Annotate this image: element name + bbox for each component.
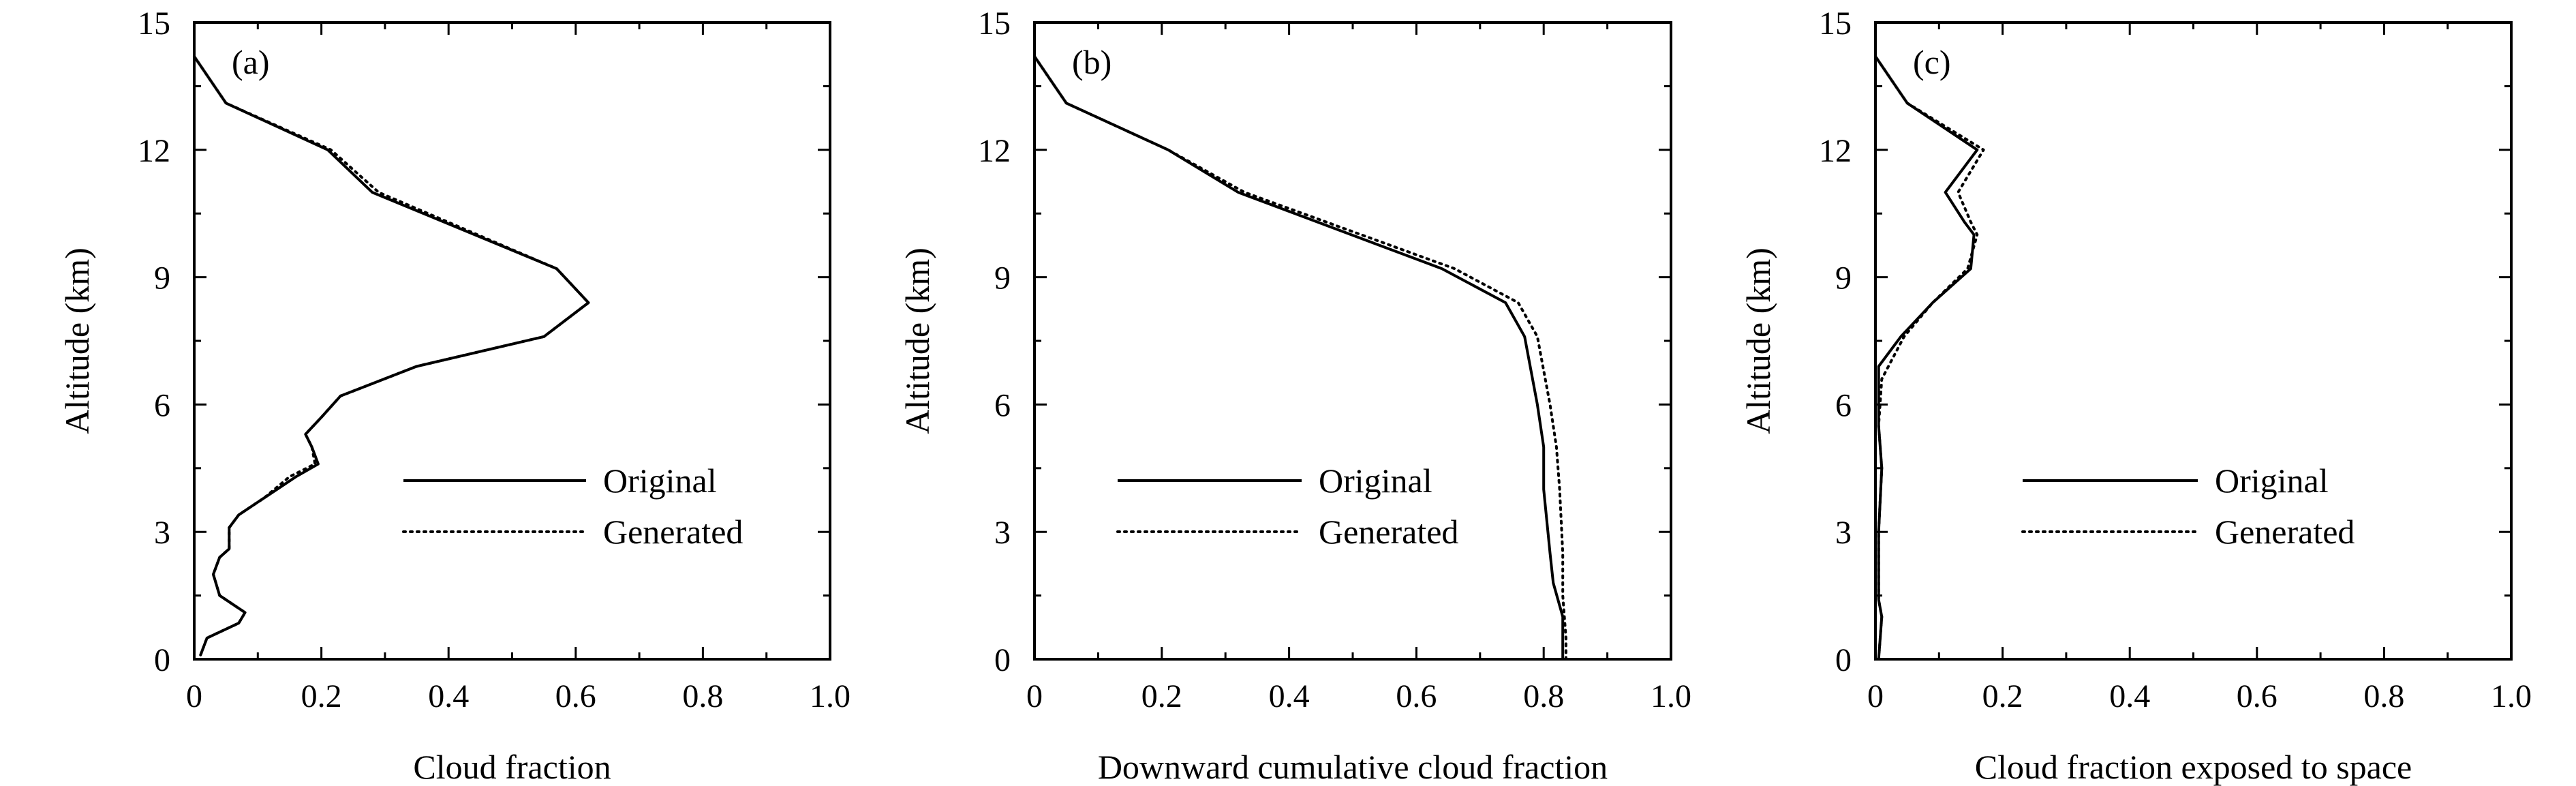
- legend-label-generated: Generated: [1319, 513, 1458, 551]
- y-tick-label: 3: [154, 515, 170, 551]
- y-tick-label: 9: [154, 260, 170, 297]
- panel-label: (b): [1072, 43, 1111, 81]
- x-tick-label: 0.6: [555, 678, 596, 714]
- legend: Original Generated: [402, 462, 743, 551]
- panel-a: 0 0.2 0.4 0.6 0.8 1.0 0 3 6 9 12 15 Cloud fraction Al…: [58, 5, 850, 786]
- series-line-original: [1033, 55, 1565, 659]
- y-tick-label: 9: [1835, 260, 1852, 297]
- x-tick-label: 1.0: [2491, 678, 2532, 714]
- x-tick-label: 0.2: [301, 678, 342, 714]
- x-axis-title: Downward cumulative cloud fraction: [1098, 748, 1608, 786]
- panel-b: 0 0.2 0.4 0.6 0.8 1.0 0 3 6 9 12 15 Downward cumulat…: [898, 5, 1691, 786]
- y-tick-label: 15: [978, 5, 1011, 42]
- series-line-original: [1874, 55, 1979, 660]
- y-axis-title: Altitude (km): [898, 247, 936, 434]
- x-axis-title: Cloud fraction: [413, 748, 611, 786]
- x-tick-label: 0.8: [1523, 678, 1564, 714]
- y-tick-label: 0: [154, 642, 170, 678]
- y-tick-label: 15: [138, 5, 170, 42]
- series-line-generated: [1033, 55, 1567, 661]
- panel-label: (a): [232, 43, 270, 81]
- y-tick-label: 6: [154, 387, 170, 423]
- y-axis-title: Altitude (km): [1739, 247, 1777, 434]
- x-tick-label: 0.2: [1982, 678, 2023, 714]
- x-tick-label: 0.8: [682, 678, 723, 714]
- legend-label-original: Original: [2215, 462, 2329, 500]
- y-tick-label: 0: [1835, 642, 1852, 678]
- plot-frame: [193, 21, 831, 661]
- series-line-generated: [1874, 55, 1985, 661]
- panel-label: (c): [1913, 43, 1951, 81]
- series-line-generated: [193, 55, 590, 656]
- legend: Original Generated: [1116, 462, 1458, 551]
- legend-label-generated: Generated: [2215, 513, 2355, 551]
- y-tick-label: 3: [994, 515, 1011, 551]
- x-tick-label: 0.4: [1269, 678, 1310, 714]
- legend-label-original: Original: [1319, 462, 1432, 500]
- x-tick-label: 0.6: [1396, 678, 1437, 714]
- x-tick-label: 0: [186, 678, 202, 714]
- x-tick-label: 1.0: [1651, 678, 1691, 714]
- y-tick-label: 12: [1819, 133, 1852, 169]
- y-tick-label: 15: [1819, 5, 1852, 42]
- x-tick-label: 0.2: [1141, 678, 1182, 714]
- legend-label-original: Original: [603, 462, 717, 500]
- x-tick-label: 1.0: [810, 678, 850, 714]
- x-tick-label: 0: [1867, 678, 1884, 714]
- panel-c: 0 0.2 0.4 0.6 0.8 1.0 0 3 6 9 12 15 Cloud fraction e…: [1739, 5, 2532, 786]
- x-tick-label: 0: [1026, 678, 1043, 714]
- y-tick-label: 0: [994, 642, 1011, 678]
- y-tick-label: 6: [994, 387, 1011, 423]
- x-tick-label: 0.6: [2237, 678, 2278, 714]
- y-axis-title: Altitude (km): [58, 247, 96, 434]
- y-tick-label: 9: [994, 260, 1011, 297]
- y-tick-label: 3: [1835, 515, 1852, 551]
- y-tick-label: 6: [1835, 387, 1852, 423]
- y-tick-label: 12: [138, 133, 170, 169]
- series-line-original: [193, 55, 590, 656]
- x-tick-label: 0.4: [428, 678, 469, 714]
- x-tick-label: 0.4: [2109, 678, 2150, 714]
- plot-frame: [1033, 21, 1672, 661]
- plot-frame: [1874, 21, 2513, 661]
- x-tick-label: 0.8: [2363, 678, 2404, 714]
- x-axis-title: Cloud fraction exposed to space: [1975, 748, 2412, 786]
- legend-label-generated: Generated: [603, 513, 743, 551]
- legend: Original Generated: [2021, 462, 2355, 551]
- y-tick-label: 12: [978, 133, 1011, 169]
